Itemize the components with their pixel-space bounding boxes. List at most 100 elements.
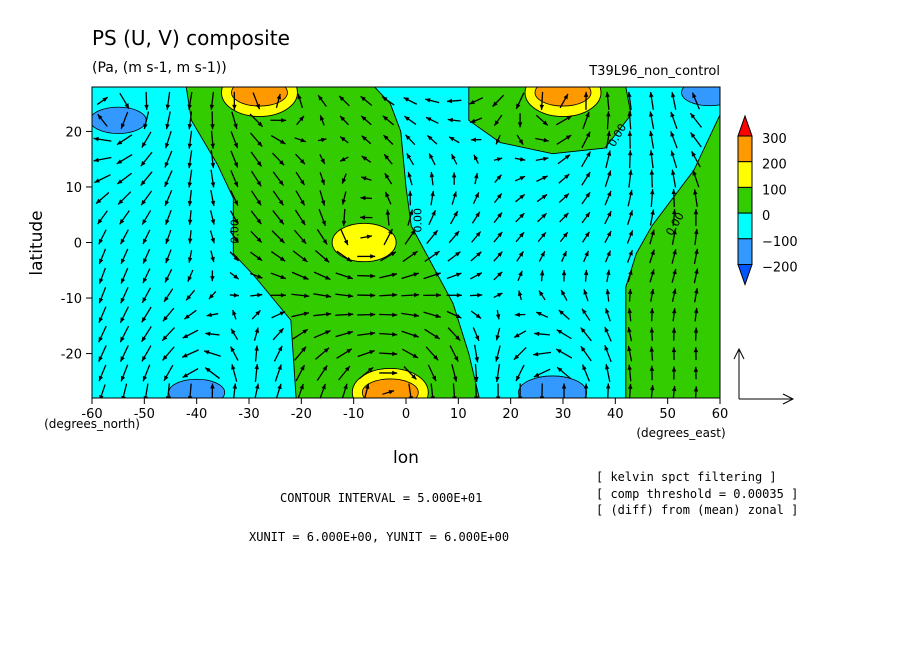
wind-vector xyxy=(187,150,193,169)
wind-vector xyxy=(472,327,480,342)
x-axis-title: lon xyxy=(393,448,419,468)
positive-anomaly-3 xyxy=(331,222,397,263)
positive-anomaly-core-1 xyxy=(231,87,288,107)
wind-vector xyxy=(230,150,239,168)
wind-vector xyxy=(604,230,612,244)
x-tick-label: -50 xyxy=(134,407,155,422)
wind-vector xyxy=(689,112,702,128)
wind-vector xyxy=(556,134,572,145)
wind-vector xyxy=(401,330,419,338)
wind-vector xyxy=(384,172,393,185)
positive-anomaly-core-4 xyxy=(361,378,419,398)
wind-vector xyxy=(230,131,239,149)
wind-vector xyxy=(142,248,151,264)
wind-vector xyxy=(339,156,349,162)
wind-vector xyxy=(360,215,373,220)
wind-vector xyxy=(692,169,700,188)
wind-vector xyxy=(428,153,436,166)
wind-vector xyxy=(561,250,568,262)
unit-vector-text: XUNIT = 6.000E+00, YUNIT = 6.000E+00 xyxy=(249,530,510,544)
wind-vector xyxy=(385,209,391,226)
wind-vector xyxy=(360,95,373,107)
wind-vector xyxy=(163,364,174,382)
wind-vector xyxy=(470,137,482,143)
colorbar-label: 100 xyxy=(762,183,787,198)
wind-vector xyxy=(187,249,193,263)
wind-vector xyxy=(469,97,484,105)
wind-vector xyxy=(693,268,699,284)
wind-vector xyxy=(253,327,259,341)
wind-vector xyxy=(274,364,282,382)
wind-vector xyxy=(295,364,306,382)
wind-vector xyxy=(140,171,153,187)
wind-vector xyxy=(187,91,193,110)
wind-vector xyxy=(628,169,633,188)
run-label: T39L96_non_control xyxy=(588,64,720,79)
wind-vector xyxy=(357,273,376,279)
colorbar-label: −100 xyxy=(762,235,798,250)
wind-vector xyxy=(294,137,307,143)
wind-vector xyxy=(605,150,612,169)
wind-vector xyxy=(513,330,527,339)
wind-vector xyxy=(357,312,376,317)
wind-vector xyxy=(249,113,264,128)
wind-vector xyxy=(561,270,567,282)
wind-vector xyxy=(627,150,633,169)
wind-vector xyxy=(336,250,352,263)
wind-vector xyxy=(407,190,413,206)
x-tick-label: 60 xyxy=(712,407,729,422)
wind-vector xyxy=(165,130,172,149)
wind-vector xyxy=(210,270,215,282)
wind-vector xyxy=(690,132,702,148)
wind-vector xyxy=(341,383,348,398)
wind-vector xyxy=(649,269,655,283)
y-axis-title: latitude xyxy=(27,210,47,275)
wind-vector xyxy=(691,150,701,168)
wind-vector xyxy=(360,195,373,201)
wind-vector xyxy=(560,289,568,301)
wind-vector xyxy=(538,290,546,301)
wind-vector xyxy=(319,383,326,398)
wind-vector xyxy=(533,368,551,378)
wind-vector xyxy=(428,210,437,225)
wind-vector xyxy=(474,363,479,383)
wind-vector xyxy=(141,131,152,148)
wind-vector xyxy=(143,111,150,130)
wind-vector xyxy=(671,248,677,264)
wind-vector xyxy=(229,271,240,280)
wind-vector xyxy=(380,251,397,262)
wind-vector xyxy=(536,193,548,203)
wind-vector xyxy=(649,308,655,322)
x-tick-label: -40 xyxy=(186,407,207,422)
wind-vector xyxy=(254,383,260,398)
wind-vector xyxy=(341,208,347,227)
wind-vector xyxy=(254,345,259,362)
wind-vector xyxy=(120,111,129,129)
wind-vector xyxy=(142,229,151,245)
wind-vector xyxy=(187,169,193,188)
wind-vector xyxy=(580,345,592,362)
colorbar-swatch xyxy=(737,186,753,214)
wind-vector xyxy=(604,326,612,342)
wind-vector xyxy=(339,115,349,126)
wind-vector xyxy=(404,229,416,245)
colorbar-label: −200 xyxy=(762,261,798,276)
wind-vector xyxy=(361,135,372,145)
wind-vector xyxy=(119,306,130,324)
colorbar: 300 200 100 0 −100 −200 xyxy=(737,114,798,287)
wind-vector xyxy=(275,383,282,398)
wind-vector xyxy=(293,229,307,245)
wind-vector xyxy=(493,292,503,299)
colorbar-label: 200 xyxy=(762,158,787,173)
wind-vector xyxy=(229,230,239,244)
wind-vector xyxy=(230,190,239,206)
wind-vector xyxy=(382,389,395,395)
wind-vector xyxy=(187,230,193,244)
wind-vector xyxy=(516,251,524,262)
wind-vector xyxy=(470,117,483,124)
wind-vector xyxy=(379,272,398,279)
wind-vector xyxy=(401,312,420,318)
wind-vector xyxy=(205,331,220,337)
wind-vector xyxy=(448,136,460,144)
wind-vector xyxy=(473,154,479,164)
